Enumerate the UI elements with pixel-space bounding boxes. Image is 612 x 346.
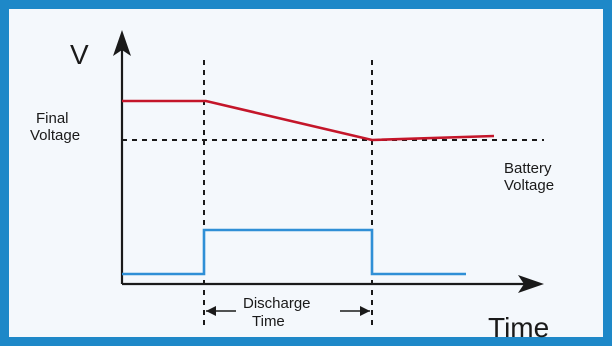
x-axis-label: Time (488, 312, 549, 343)
discharge-time-label-line2: Time (252, 313, 285, 330)
discharge-time-label-line1: Discharge (243, 295, 311, 312)
x-axis-arrowhead (518, 275, 544, 293)
y-axis-label: V (70, 39, 89, 70)
battery-voltage-label-line1: Battery (504, 160, 552, 177)
y-axis-arrowhead (113, 30, 131, 56)
final-voltage-label-line1: Final (36, 110, 69, 127)
discharge-time-span (206, 306, 370, 316)
current-pulse (122, 228, 466, 276)
final-voltage-label-line2: Voltage (30, 127, 80, 144)
voltage-curve (122, 99, 495, 142)
battery-voltage-label-line2: Voltage (504, 177, 554, 194)
